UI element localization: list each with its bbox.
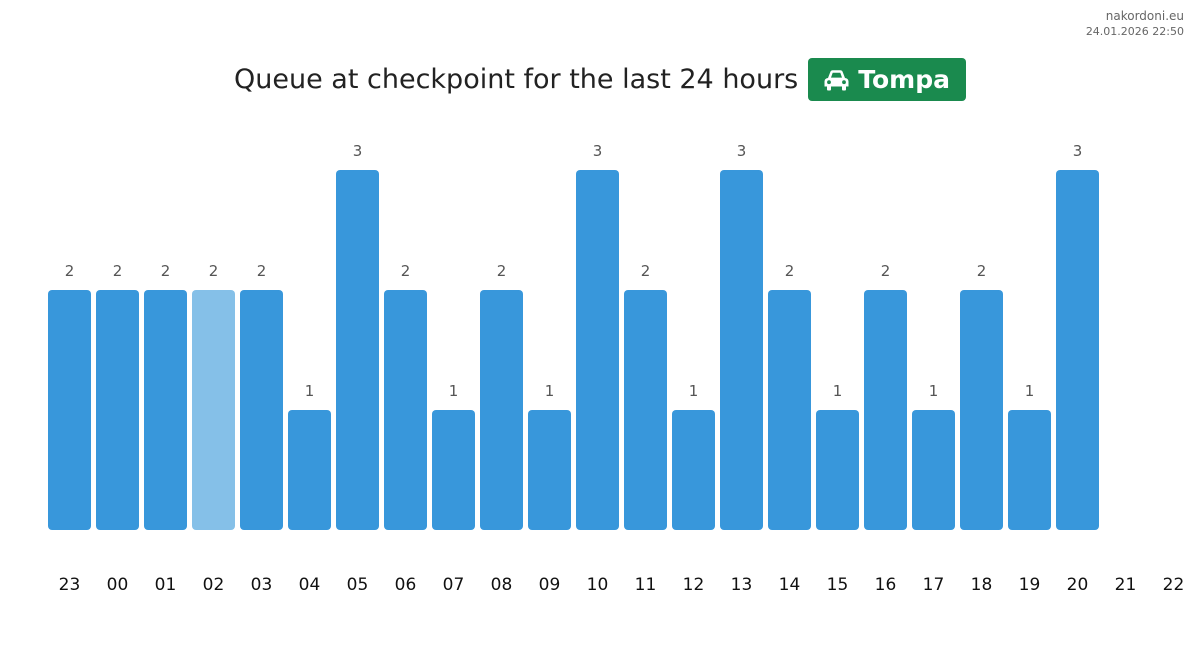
hour-label-07: 07 [443, 575, 465, 595]
hour-label-20: 20 [1067, 575, 1089, 595]
hour-label-01: 01 [155, 575, 177, 595]
hour-label-19: 19 [1019, 575, 1041, 595]
value-label-10: 3 [593, 142, 603, 160]
value-label-13: 3 [737, 142, 747, 160]
value-label-15: 1 [833, 382, 843, 400]
hour-label-09: 09 [539, 575, 561, 595]
value-label-11: 2 [641, 262, 651, 280]
bar-14 [768, 290, 811, 530]
checkpoint-name: Tompa [858, 65, 950, 94]
bar-01 [144, 290, 187, 530]
value-label-16: 2 [881, 262, 891, 280]
hour-label-18: 18 [971, 575, 993, 595]
bar-04 [288, 410, 331, 530]
hour-label-06: 06 [395, 575, 417, 595]
site-name: nakordoni.eu [1105, 9, 1184, 23]
bar-02 [192, 290, 235, 530]
value-label-08: 2 [497, 262, 507, 280]
value-label-20: 3 [1073, 142, 1083, 160]
hour-label-17: 17 [923, 575, 945, 595]
hour-label-04: 04 [299, 575, 321, 595]
value-label-00: 2 [113, 262, 123, 280]
value-label-12: 1 [689, 382, 699, 400]
bar-12 [672, 410, 715, 530]
value-label-18: 2 [977, 262, 987, 280]
value-label-17: 1 [929, 382, 939, 400]
brand-watermark: nakordoni.eu 24.01.2026 22:50 [1086, 8, 1184, 40]
value-label-09: 1 [545, 382, 555, 400]
bar-05 [336, 170, 379, 530]
value-label-14: 2 [785, 262, 795, 280]
value-label-06: 2 [401, 262, 411, 280]
bar-18 [960, 290, 1003, 530]
bar-08 [480, 290, 523, 530]
bar-03 [240, 290, 283, 530]
bar-00 [96, 290, 139, 530]
bar-13 [720, 170, 763, 530]
value-label-23: 2 [65, 262, 75, 280]
chart-header: Queue at checkpoint for the last 24 hour… [0, 58, 1200, 101]
hour-label-00: 00 [107, 575, 129, 595]
hour-label-11: 11 [635, 575, 657, 595]
bar-15 [816, 410, 859, 530]
chart-title: Queue at checkpoint for the last 24 hour… [234, 64, 799, 95]
value-label-05: 3 [353, 142, 363, 160]
hour-label-10: 10 [587, 575, 609, 595]
hour-label-08: 08 [491, 575, 513, 595]
bar-16 [864, 290, 907, 530]
checkpoint-badge: Tompa [808, 58, 966, 101]
hour-label-02: 02 [203, 575, 225, 595]
bar-11 [624, 290, 667, 530]
value-label-07: 1 [449, 382, 459, 400]
bar-17 [912, 410, 955, 530]
timestamp: 24.01.2026 22:50 [1085, 25, 1184, 38]
hour-label-12: 12 [683, 575, 705, 595]
value-label-01: 2 [161, 262, 171, 280]
hour-label-05: 05 [347, 575, 369, 595]
bar-06 [384, 290, 427, 530]
bar-20 [1056, 170, 1099, 530]
hour-label-14: 14 [779, 575, 801, 595]
bar-10 [576, 170, 619, 530]
hour-label-23: 23 [59, 575, 81, 595]
bar-07 [432, 410, 475, 530]
hour-label-16: 16 [875, 575, 897, 595]
hour-label-21: 21 [1115, 575, 1137, 595]
hour-label-22: 22 [1163, 575, 1185, 595]
bar-09 [528, 410, 571, 530]
hour-label-03: 03 [251, 575, 273, 595]
value-label-04: 1 [305, 382, 315, 400]
hour-label-13: 13 [731, 575, 753, 595]
value-label-02: 2 [209, 262, 219, 280]
car-icon [824, 69, 849, 90]
bar-19 [1008, 410, 1051, 530]
value-label-19: 1 [1025, 382, 1035, 400]
hour-label-15: 15 [827, 575, 849, 595]
bar-23 [48, 290, 91, 530]
value-label-03: 2 [257, 262, 267, 280]
